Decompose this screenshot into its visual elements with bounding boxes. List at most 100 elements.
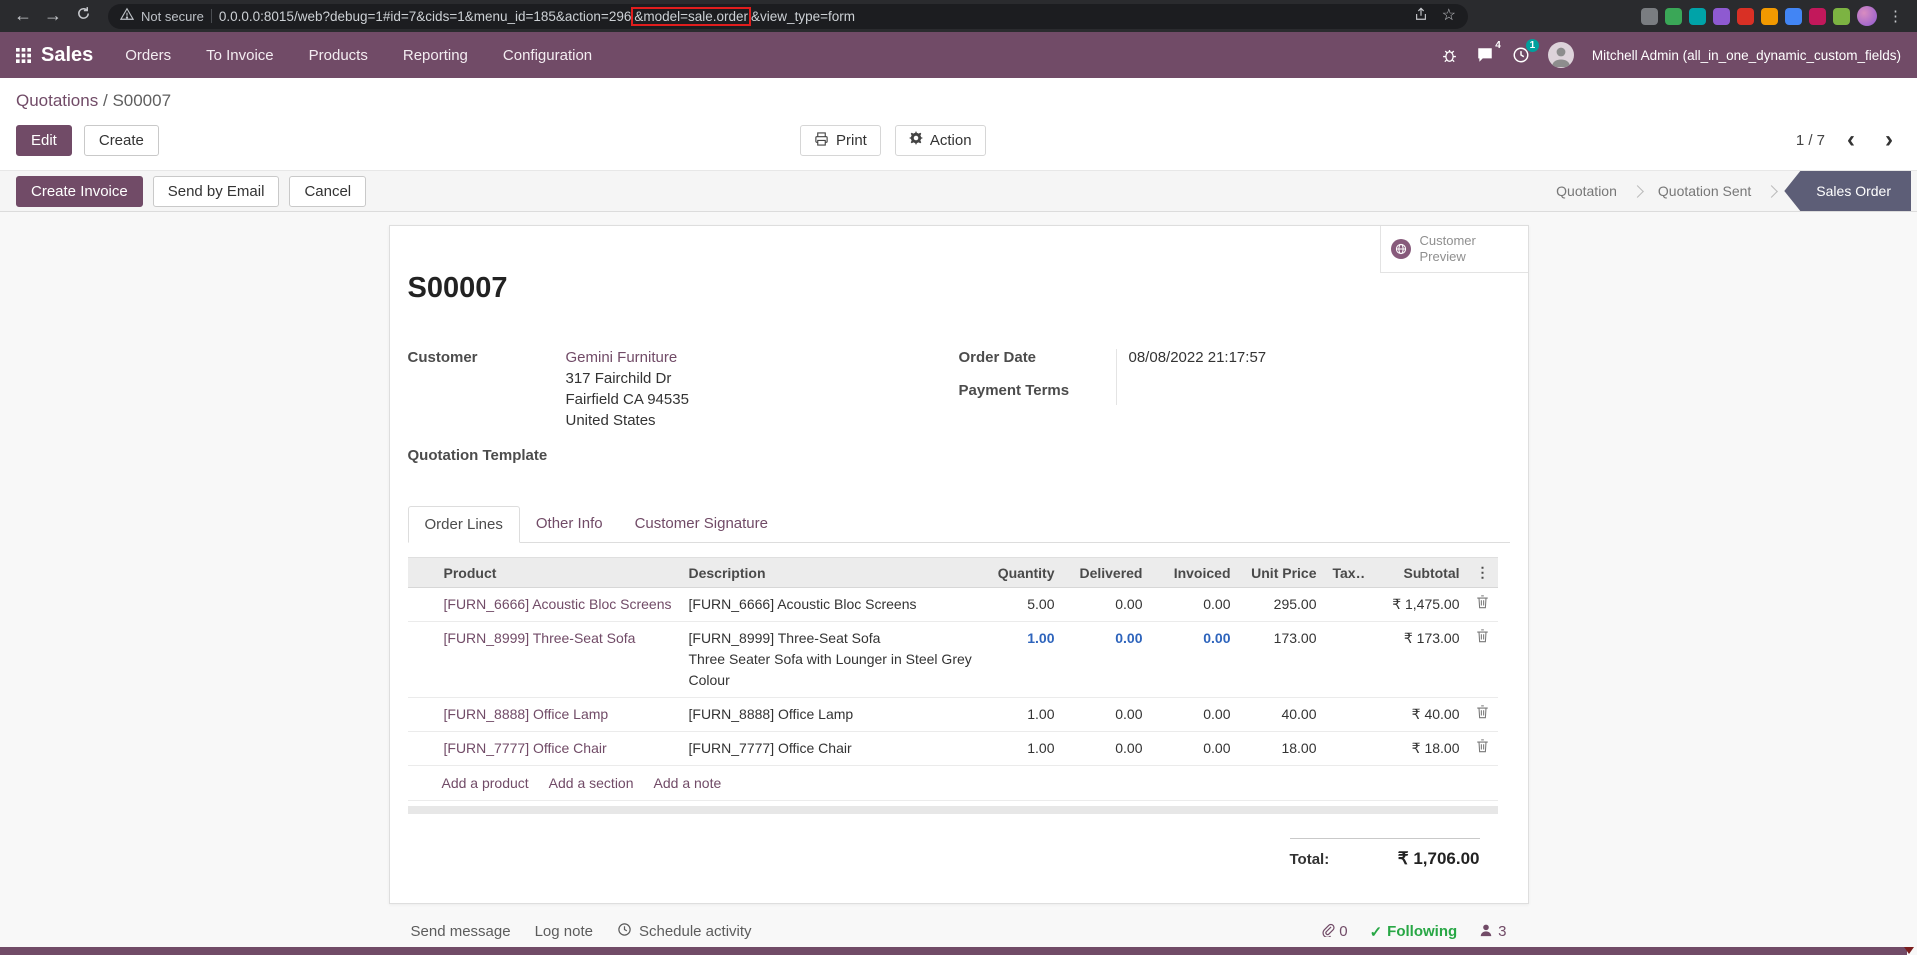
- delete-row-icon[interactable]: [1467, 697, 1498, 732]
- globe-icon: [1390, 239, 1411, 259]
- schedule-activity-button[interactable]: Schedule activity: [617, 922, 752, 941]
- followers-button[interactable]: 3: [1479, 923, 1507, 941]
- scroll-down-marker: [1904, 947, 1914, 954]
- activities-icon[interactable]: 1: [1512, 39, 1539, 64]
- edit-button[interactable]: Edit: [16, 124, 72, 156]
- order-line-row[interactable]: [FURN_6666] Acoustic Bloc Screens [FURN_…: [407, 587, 1498, 622]
- extension-icon[interactable]: [1761, 7, 1778, 25]
- product-link[interactable]: [FURN_8888] Office Lamp: [443, 706, 609, 722]
- extension-icon[interactable]: [1833, 7, 1850, 25]
- col-description[interactable]: Description: [680, 557, 981, 588]
- col-unit-price[interactable]: Unit Price: [1238, 557, 1325, 588]
- add-a-product-link[interactable]: Add a product: [441, 775, 529, 791]
- breadcrumb-quotations-link[interactable]: Quotations: [16, 91, 99, 110]
- unit-price-cell: 173.00: [1238, 621, 1325, 698]
- col-quantity[interactable]: Quantity: [980, 557, 1063, 588]
- messages-icon[interactable]: 4: [1476, 40, 1501, 64]
- delete-row-icon[interactable]: [1467, 731, 1498, 766]
- order-line-row[interactable]: [FURN_8888] Office Lamp [FURN_8888] Offi…: [407, 697, 1498, 732]
- menu-configuration[interactable]: Configuration: [502, 46, 593, 64]
- add-a-note-link[interactable]: Add a note: [653, 775, 722, 791]
- user-menu[interactable]: Mitchell Admin (all_in_one_dynamic_custo…: [1591, 47, 1901, 63]
- messages-badge: 4: [1495, 40, 1501, 51]
- customer-link[interactable]: Gemini Furniture: [565, 349, 678, 366]
- form-sheet: Customer Preview S00007 Customer Gemini …: [388, 225, 1529, 904]
- add-a-section-link[interactable]: Add a section: [548, 775, 634, 791]
- order-line-row[interactable]: [FURN_8999] Three-Seat Sofa [FURN_8999] …: [407, 621, 1498, 698]
- order-lines-table: Product Description Quantity Delivered I…: [407, 557, 1498, 766]
- extension-icon[interactable]: [1689, 7, 1706, 25]
- attachments-button[interactable]: 0: [1321, 923, 1348, 941]
- reload-icon[interactable]: [70, 3, 96, 29]
- user-avatar[interactable]: [1547, 42, 1574, 68]
- notebook-tabs: Order Lines Other Info Customer Signatur…: [407, 506, 1510, 543]
- invoiced-cell: 0.00: [1150, 731, 1239, 766]
- menu-reporting[interactable]: Reporting: [402, 46, 468, 64]
- row-handle: [407, 697, 436, 732]
- extension-icon[interactable]: [1785, 7, 1802, 25]
- col-product[interactable]: Product: [435, 557, 681, 588]
- apps-grid-icon[interactable]: [16, 47, 31, 63]
- extension-icon[interactable]: [1713, 7, 1730, 25]
- menu-to-invoice[interactable]: To Invoice: [206, 46, 274, 64]
- action-button[interactable]: Action: [894, 124, 986, 156]
- extension-icon[interactable]: [1641, 7, 1658, 25]
- app-name[interactable]: Sales: [41, 43, 94, 66]
- delete-row-icon[interactable]: [1467, 587, 1498, 622]
- following-button[interactable]: ✓ Following: [1370, 923, 1458, 941]
- col-subtotal[interactable]: Subtotal: [1364, 557, 1468, 588]
- description-cell: [FURN_8999] Three-Seat Sofa Three Seater…: [680, 621, 981, 698]
- optional-columns-icon[interactable]: ⋮: [1467, 557, 1498, 588]
- url-model-annotation: &model=sale.order: [631, 6, 752, 26]
- tab-other-info[interactable]: Other Info: [535, 515, 603, 532]
- taxes-cell: [1324, 731, 1365, 766]
- taxes-cell: [1324, 587, 1365, 622]
- tab-customer-signature[interactable]: Customer Signature: [634, 515, 768, 532]
- customer-preview-button[interactable]: Customer Preview: [1379, 226, 1528, 273]
- debug-bug-icon[interactable]: [1441, 47, 1458, 64]
- col-invoiced[interactable]: Invoiced: [1150, 557, 1239, 588]
- quantity-cell: 5.00: [980, 587, 1063, 622]
- subtotal-cell: ₹ 173.00: [1364, 621, 1468, 698]
- product-link[interactable]: [FURN_8999] Three-Seat Sofa: [443, 630, 636, 646]
- create-invoice-button[interactable]: Create Invoice: [16, 175, 143, 207]
- description-cell: [FURN_8888] Office Lamp: [680, 697, 981, 732]
- print-button[interactable]: Print: [800, 124, 881, 156]
- product-link[interactable]: [FURN_7777] Office Chair: [443, 740, 607, 756]
- send-by-email-button[interactable]: Send by Email: [152, 175, 280, 207]
- order-line-row[interactable]: [FURN_7777] Office Chair [FURN_7777] Off…: [407, 731, 1498, 766]
- menu-products[interactable]: Products: [308, 46, 368, 64]
- extension-icon[interactable]: [1665, 7, 1682, 25]
- col-delivered[interactable]: Delivered: [1062, 557, 1151, 588]
- bookmark-star-icon[interactable]: ☆: [1441, 7, 1456, 24]
- stage-sales-order-active[interactable]: Sales Order: [1784, 171, 1911, 211]
- schedule-activity-label: Schedule activity: [638, 923, 752, 940]
- share-icon[interactable]: [1414, 7, 1428, 26]
- row-handle-header: [407, 557, 436, 588]
- back-icon[interactable]: ←: [14, 5, 32, 25]
- address-bar[interactable]: Not secure 0.0.0.0:8015/web?debug=1#id=7…: [108, 3, 1468, 29]
- browser-profile-avatar[interactable]: [1857, 6, 1877, 26]
- extension-icon[interactable]: [1737, 7, 1754, 25]
- not-secure-warning-icon[interactable]: [119, 7, 135, 26]
- stage-quotation[interactable]: Quotation: [1556, 183, 1617, 199]
- log-note-button[interactable]: Log note: [534, 923, 593, 940]
- send-message-button[interactable]: Send message: [410, 923, 511, 940]
- pager-next-icon[interactable]: ›: [1885, 126, 1893, 153]
- forward-icon[interactable]: →: [44, 5, 62, 25]
- browser-menu-icon[interactable]: ⋮: [1888, 8, 1903, 25]
- stage-quotation-sent[interactable]: Quotation Sent: [1657, 183, 1752, 199]
- gear-icon: [908, 131, 923, 149]
- total-value: ₹ 1,706.00: [1397, 849, 1480, 868]
- create-button[interactable]: Create: [83, 124, 159, 156]
- product-link[interactable]: [FURN_6666] Acoustic Bloc Screens: [443, 596, 672, 612]
- extension-icon[interactable]: [1809, 7, 1826, 25]
- menu-orders[interactable]: Orders: [125, 46, 172, 64]
- cancel-button[interactable]: Cancel: [289, 175, 367, 207]
- horizontal-scrollbar[interactable]: [407, 806, 1498, 814]
- col-taxes[interactable]: Tax…: [1324, 557, 1365, 588]
- delete-row-icon[interactable]: [1467, 621, 1498, 698]
- pager-previous-icon[interactable]: ‹: [1847, 126, 1855, 153]
- invoiced-cell: 0.00: [1150, 697, 1239, 732]
- tab-order-lines[interactable]: Order Lines: [407, 506, 520, 543]
